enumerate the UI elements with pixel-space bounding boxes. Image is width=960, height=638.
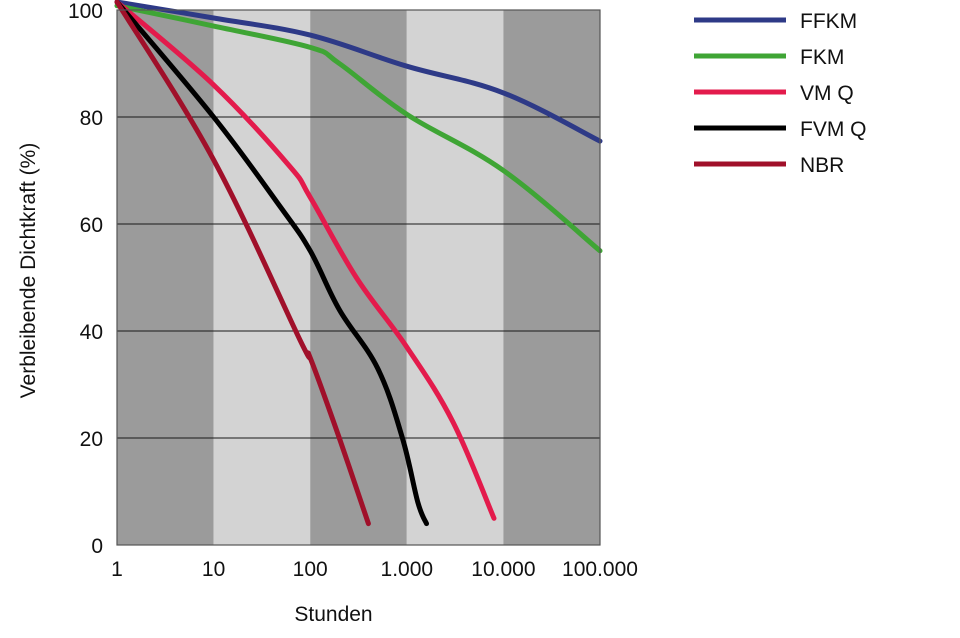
y-tick-label: 40: [80, 321, 103, 344]
legend-label: FKM: [800, 46, 844, 69]
decade-band: [213, 10, 311, 545]
series-line-nbr: [114, 0, 371, 527]
series-line-ffkm: [114, 0, 603, 144]
background-bands: [117, 10, 600, 545]
legend-label: FFKM: [800, 10, 857, 33]
decade-band: [503, 10, 600, 545]
plot-frame: [116, 9, 601, 546]
x-tick-label: 1.000: [381, 558, 434, 581]
y-tick-label: 60: [80, 214, 103, 237]
x-tick-label: 10.000: [471, 558, 535, 581]
x-tick-label: 1: [111, 558, 123, 581]
y-tick-label: 20: [80, 428, 103, 451]
x-tick-label: 100.000: [562, 558, 638, 581]
decade-band: [117, 10, 214, 545]
y-tick-label: 0: [91, 535, 103, 558]
series-lines: [114, 0, 603, 527]
series-line-vm-q: [114, 0, 497, 521]
x-axis-title: Stunden: [294, 603, 372, 626]
legend-label: NBR: [800, 154, 844, 177]
y-tick-label: 80: [80, 107, 103, 130]
y-tick-label: 100: [68, 0, 103, 23]
decade-band: [406, 10, 504, 545]
legend-label: FVM Q: [800, 118, 867, 141]
x-tick-label: 10: [202, 558, 225, 581]
x-tick-labels: 1 10 100 1.000 10.000 100.000: [111, 558, 638, 581]
legend: FFKM FKM VM Q FVM Q NBR: [694, 10, 867, 177]
legend-label: VM Q: [800, 82, 854, 105]
y-tick-labels: 0 20 40 60 80 100: [68, 0, 103, 558]
x-tick-label: 100: [293, 558, 328, 581]
y-axis-title: Verbleibende Dichtkraft (%): [17, 143, 40, 399]
series-line-fvm-q: [114, 0, 429, 527]
series-line-fkm: [114, 3, 603, 254]
